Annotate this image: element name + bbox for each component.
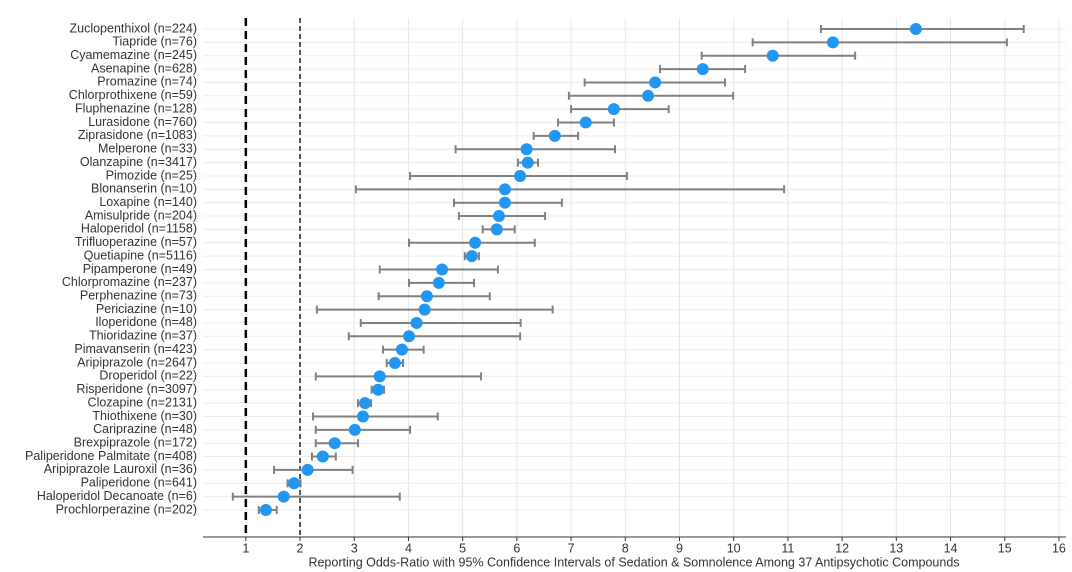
point-estimate	[420, 290, 433, 303]
y-tick-label: Asenapine (n=628)	[91, 61, 197, 75]
y-tick-label: Droperidol (n=22)	[99, 369, 197, 383]
point-estimate	[277, 490, 290, 503]
y-tick-label: Amisulpride (n=204)	[85, 208, 197, 222]
y-tick-label: Fluphenazine (n=128)	[75, 101, 197, 115]
y-tick-label: Cyamemazine (n=245)	[70, 48, 197, 62]
y-tick-label: Blonanserin (n=10)	[91, 182, 197, 196]
point-estimate	[436, 263, 449, 276]
y-tick-label: Haloperidol Decanoate (n=6)	[37, 489, 197, 503]
point-estimate	[696, 63, 709, 76]
point-estimate	[766, 49, 779, 62]
x-tick-label: 9	[676, 541, 683, 555]
point-estimate	[328, 437, 341, 450]
point-estimate	[514, 169, 527, 182]
x-tick-label: 2	[297, 541, 304, 555]
x-tick-label: 1	[242, 541, 249, 555]
y-tick-label: Clozapine (n=2131)	[88, 395, 197, 409]
point-estimate	[826, 36, 839, 49]
point-estimate	[642, 89, 655, 102]
x-tick-label: 4	[405, 541, 412, 555]
x-tick-label: 3	[351, 541, 358, 555]
point-estimate	[492, 210, 505, 223]
x-tick-label: 11	[781, 541, 794, 555]
x-tick-label: 5	[459, 541, 466, 555]
y-tick-label: Pimozide (n=25)	[106, 168, 197, 182]
x-tick-label: 8	[622, 541, 629, 555]
y-tick-label: Promazine (n=74)	[97, 75, 197, 89]
point-estimate	[402, 330, 415, 343]
y-tick-label: Cariprazine (n=48)	[93, 422, 197, 436]
point-estimate	[259, 504, 272, 516]
x-tick-label: 7	[568, 541, 575, 555]
point-estimate	[649, 76, 662, 89]
point-estimate	[490, 223, 503, 236]
y-tick-label: Loxapine (n=140)	[99, 195, 197, 209]
x-tick-label: 12	[835, 541, 849, 555]
y-tick-label: Zuclopenthixol (n=224)	[69, 21, 197, 35]
point-estimate	[465, 250, 478, 263]
point-estimate	[288, 477, 301, 490]
y-tick-label: Prochlorperazine (n=202)	[56, 502, 197, 516]
x-tick-label: 13	[889, 541, 903, 555]
y-tick-label: Chlorpromazine (n=237)	[62, 275, 197, 289]
point-estimate	[498, 196, 511, 209]
x-tick-label: 14	[944, 541, 958, 555]
point-estimate	[301, 463, 314, 476]
y-tick-label: Pipamperone (n=49)	[83, 262, 197, 276]
y-tick-label: Trifluoperazine (n=57)	[75, 235, 197, 249]
y-tick-label: Paliperidone Palmitate (n=408)	[25, 449, 197, 463]
point-estimate	[372, 383, 385, 396]
point-estimate	[607, 103, 620, 116]
point-estimate	[316, 450, 329, 463]
y-tick-label: Periciazine (n=10)	[96, 302, 197, 316]
y-tick-label: Quetiapine (n=5116)	[84, 248, 197, 262]
y-tick-label: Pimavanserin (n=423)	[74, 342, 197, 356]
y-tick-label: Thiothixene (n=30)	[92, 409, 197, 423]
point-estimate	[521, 156, 534, 169]
point-estimate	[469, 236, 482, 249]
y-tick-label: Risperidone (n=3097)	[76, 382, 197, 396]
point-estimate	[348, 423, 361, 436]
x-tick-label: 16	[1052, 541, 1066, 555]
point-estimate	[498, 183, 511, 196]
y-tick-label: Haloperidol (n=1158)	[81, 222, 197, 236]
y-tick-label: Perphenazine (n=73)	[80, 289, 197, 303]
y-tick-label: Aripiprazole (n=2647)	[77, 355, 197, 369]
y-tick-label: Thioridazine (n=37)	[89, 329, 197, 343]
point-estimate	[909, 23, 922, 35]
point-estimate	[418, 303, 431, 316]
y-tick-label: Melperone (n=33)	[98, 142, 197, 156]
point-estimate	[520, 143, 533, 156]
point-estimate	[373, 370, 386, 383]
y-tick-label: Brexpiprazole (n=172)	[74, 435, 197, 449]
y-tick-label: Aripiprazole Lauroxil (n=36)	[44, 462, 197, 476]
point-estimate	[432, 276, 445, 289]
point-estimate	[410, 316, 423, 329]
point-estimate	[388, 357, 401, 370]
point-estimate	[356, 410, 369, 423]
point-estimate	[359, 397, 372, 410]
x-tick-label: 15	[998, 541, 1012, 555]
point-estimate	[579, 116, 592, 129]
x-tick-label: 10	[727, 541, 741, 555]
y-tick-label: Iloperidone (n=48)	[95, 315, 197, 329]
point-estimate	[548, 129, 561, 142]
y-tick-label: Chlorprothixene (n=59)	[69, 88, 197, 102]
y-tick-label: Tiapride (n=76)	[112, 35, 197, 49]
x-tick-label: 6	[513, 541, 520, 555]
y-tick-label: Paliperidone (n=641)	[81, 476, 197, 490]
y-tick-label: Olanzapine (n=3417)	[80, 155, 197, 169]
y-tick-label: Ziprasidone (n=1083)	[78, 128, 197, 142]
x-axis-label: Reporting Odds-Ratio with 95% Confidence…	[308, 555, 959, 569]
y-tick-label: Lurasidone (n=760)	[88, 115, 197, 129]
point-estimate	[395, 343, 408, 356]
